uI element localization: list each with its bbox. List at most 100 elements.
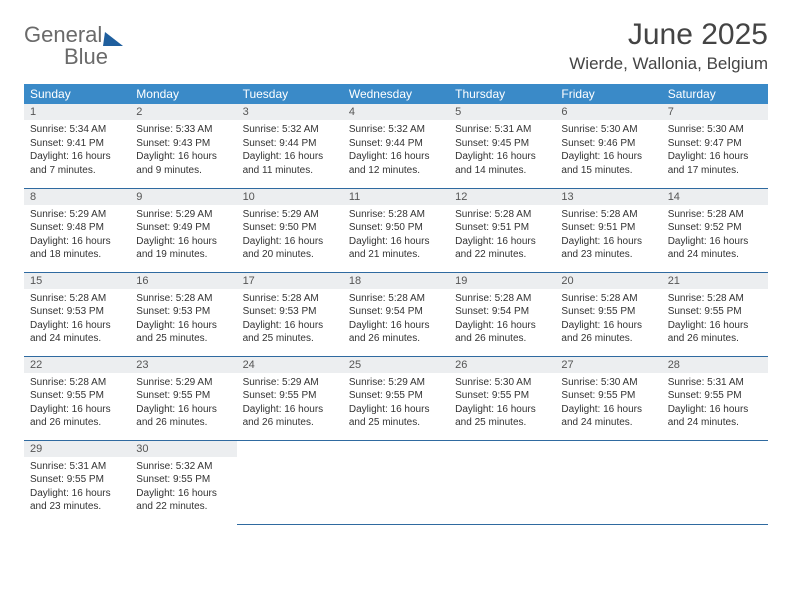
daylight-line: Daylight: 16 hours and 25 minutes. xyxy=(136,319,230,346)
day-number: 18 xyxy=(343,273,449,289)
sunset-line: Sunset: 9:55 PM xyxy=(136,389,230,403)
daylight-line: Daylight: 16 hours and 17 minutes. xyxy=(668,150,762,177)
calendar-cell: 14Sunrise: 5:28 AMSunset: 9:52 PMDayligh… xyxy=(662,188,768,272)
sunrise-line: Sunrise: 5:31 AM xyxy=(668,376,762,390)
day-details: Sunrise: 5:28 AMSunset: 9:53 PMDaylight:… xyxy=(130,289,236,350)
sunset-line: Sunset: 9:45 PM xyxy=(455,137,549,151)
daylight-line: Daylight: 16 hours and 20 minutes. xyxy=(243,235,337,262)
day-details: Sunrise: 5:30 AMSunset: 9:55 PMDaylight:… xyxy=(449,373,555,434)
day-number: 7 xyxy=(662,104,768,120)
daylight-line: Daylight: 16 hours and 26 minutes. xyxy=(455,319,549,346)
sunset-line: Sunset: 9:55 PM xyxy=(455,389,549,403)
sunrise-line: Sunrise: 5:28 AM xyxy=(243,292,337,306)
sunrise-line: Sunrise: 5:28 AM xyxy=(455,292,549,306)
logo-triangle-icon xyxy=(103,32,125,46)
day-number: 12 xyxy=(449,189,555,205)
day-number: 28 xyxy=(662,357,768,373)
sunset-line: Sunset: 9:54 PM xyxy=(455,305,549,319)
sunrise-line: Sunrise: 5:29 AM xyxy=(136,376,230,390)
sunrise-line: Sunrise: 5:29 AM xyxy=(243,208,337,222)
sunrise-line: Sunrise: 5:32 AM xyxy=(349,123,443,137)
calendar-row: 8Sunrise: 5:29 AMSunset: 9:48 PMDaylight… xyxy=(24,188,768,272)
calendar-cell: 6Sunrise: 5:30 AMSunset: 9:46 PMDaylight… xyxy=(555,104,661,188)
day-details: Sunrise: 5:28 AMSunset: 9:54 PMDaylight:… xyxy=(449,289,555,350)
daylight-line: Daylight: 16 hours and 24 minutes. xyxy=(668,403,762,430)
sunset-line: Sunset: 9:44 PM xyxy=(349,137,443,151)
calendar-cell: 12Sunrise: 5:28 AMSunset: 9:51 PMDayligh… xyxy=(449,188,555,272)
day-details: Sunrise: 5:33 AMSunset: 9:43 PMDaylight:… xyxy=(130,120,236,181)
day-details: Sunrise: 5:29 AMSunset: 9:55 PMDaylight:… xyxy=(343,373,449,434)
day-details: Sunrise: 5:31 AMSunset: 9:45 PMDaylight:… xyxy=(449,120,555,181)
weekday-header-row: Sunday Monday Tuesday Wednesday Thursday… xyxy=(24,84,768,104)
day-number: 20 xyxy=(555,273,661,289)
sunrise-line: Sunrise: 5:29 AM xyxy=(30,208,124,222)
sunrise-line: Sunrise: 5:30 AM xyxy=(561,123,655,137)
day-details: Sunrise: 5:30 AMSunset: 9:55 PMDaylight:… xyxy=(555,373,661,434)
sunset-line: Sunset: 9:55 PM xyxy=(30,389,124,403)
calendar-cell: 7Sunrise: 5:30 AMSunset: 9:47 PMDaylight… xyxy=(662,104,768,188)
calendar-cell: 10 Sunrise: 5:29 AMSunset: 9:50 PMDayligh… xyxy=(237,188,343,272)
sunset-line: Sunset: 9:51 PM xyxy=(455,221,549,235)
calendar-cell: 2Sunrise: 5:33 AMSunset: 9:43 PMDaylight… xyxy=(130,104,236,188)
daylight-line: Daylight: 16 hours and 19 minutes. xyxy=(136,235,230,262)
title-block: June 2025 Wierde, Wallonia, Belgium xyxy=(569,18,768,74)
day-details: Sunrise: 5:28 AMSunset: 9:53 PMDaylight:… xyxy=(24,289,130,350)
sunset-line: Sunset: 9:48 PM xyxy=(30,221,124,235)
sunrise-line: Sunrise: 5:28 AM xyxy=(561,292,655,306)
sunset-line: Sunset: 9:50 PM xyxy=(243,221,337,235)
daylight-line: Daylight: 16 hours and 26 minutes. xyxy=(349,319,443,346)
sunset-line: Sunset: 9:55 PM xyxy=(668,305,762,319)
daylight-line: Daylight: 16 hours and 18 minutes. xyxy=(30,235,124,262)
daylight-line: Daylight: 16 hours and 26 minutes. xyxy=(561,319,655,346)
day-details: Sunrise: 5:28 AMSunset: 9:51 PMDaylight:… xyxy=(449,205,555,266)
day-number: 2 xyxy=(130,104,236,120)
sunset-line: Sunset: 9:47 PM xyxy=(668,137,762,151)
sunrise-line: Sunrise: 5:28 AM xyxy=(668,208,762,222)
sunrise-line: Sunrise: 5:28 AM xyxy=(349,208,443,222)
sunset-line: Sunset: 9:51 PM xyxy=(561,221,655,235)
day-number: 21 xyxy=(662,273,768,289)
sunset-line: Sunset: 9:44 PM xyxy=(243,137,337,151)
daylight-line: Daylight: 16 hours and 24 minutes. xyxy=(561,403,655,430)
page-title: June 2025 xyxy=(569,18,768,52)
day-details: Sunrise: 5:32 AMSunset: 9:44 PMDaylight:… xyxy=(237,120,343,181)
calendar-cell: 9Sunrise: 5:29 AMSunset: 9:49 PMDaylight… xyxy=(130,188,236,272)
calendar-cell: 11Sunrise: 5:28 AMSunset: 9:50 PMDayligh… xyxy=(343,188,449,272)
calendar-cell: 13Sunrise: 5:28 AMSunset: 9:51 PMDayligh… xyxy=(555,188,661,272)
calendar-cell: 5Sunrise: 5:31 AMSunset: 9:45 PMDaylight… xyxy=(449,104,555,188)
calendar-table: Sunday Monday Tuesday Wednesday Thursday… xyxy=(24,84,768,525)
day-number: 10 xyxy=(237,189,343,205)
calendar-cell: 22Sunrise: 5:28 AMSunset: 9:55 PMDayligh… xyxy=(24,356,130,440)
day-number: 1 xyxy=(24,104,130,120)
day-details: Sunrise: 5:28 AMSunset: 9:50 PMDaylight:… xyxy=(343,205,449,266)
weekday-header: Sunday xyxy=(24,84,130,104)
day-details: Sunrise: 5:28 AMSunset: 9:54 PMDaylight:… xyxy=(343,289,449,350)
day-details: Sunrise: 5:30 AMSunset: 9:47 PMDaylight:… xyxy=(662,120,768,181)
sunrise-line: Sunrise: 5:28 AM xyxy=(668,292,762,306)
calendar-cell xyxy=(662,440,768,524)
calendar-cell: 19Sunrise: 5:28 AMSunset: 9:54 PMDayligh… xyxy=(449,272,555,356)
day-details: Sunrise: 5:30 AMSunset: 9:46 PMDaylight:… xyxy=(555,120,661,181)
sunrise-line: Sunrise: 5:29 AM xyxy=(243,376,337,390)
sunset-line: Sunset: 9:52 PM xyxy=(668,221,762,235)
sunrise-line: Sunrise: 5:29 AM xyxy=(136,208,230,222)
calendar-cell: 27Sunrise: 5:30 AMSunset: 9:55 PMDayligh… xyxy=(555,356,661,440)
day-details: Sunrise: 5:31 AMSunset: 9:55 PMDaylight:… xyxy=(662,373,768,434)
sunset-line: Sunset: 9:53 PM xyxy=(136,305,230,319)
weekday-header: Monday xyxy=(130,84,236,104)
sunset-line: Sunset: 9:55 PM xyxy=(136,473,230,487)
calendar-cell xyxy=(343,440,449,524)
calendar-cell: 25Sunrise: 5:29 AMSunset: 9:55 PMDayligh… xyxy=(343,356,449,440)
day-number: 9 xyxy=(130,189,236,205)
sunrise-line: Sunrise: 5:34 AM xyxy=(30,123,124,137)
calendar-cell: 23Sunrise: 5:29 AMSunset: 9:55 PMDayligh… xyxy=(130,356,236,440)
calendar-cell: 3Sunrise: 5:32 AMSunset: 9:44 PMDaylight… xyxy=(237,104,343,188)
logo: General Blue xyxy=(24,18,124,69)
calendar-cell: 28Sunrise: 5:31 AMSunset: 9:55 PMDayligh… xyxy=(662,356,768,440)
sunrise-line: Sunrise: 5:30 AM xyxy=(455,376,549,390)
daylight-line: Daylight: 16 hours and 15 minutes. xyxy=(561,150,655,177)
day-number: 22 xyxy=(24,357,130,373)
sunset-line: Sunset: 9:55 PM xyxy=(243,389,337,403)
day-number: 30 xyxy=(130,441,236,457)
day-number: 29 xyxy=(24,441,130,457)
